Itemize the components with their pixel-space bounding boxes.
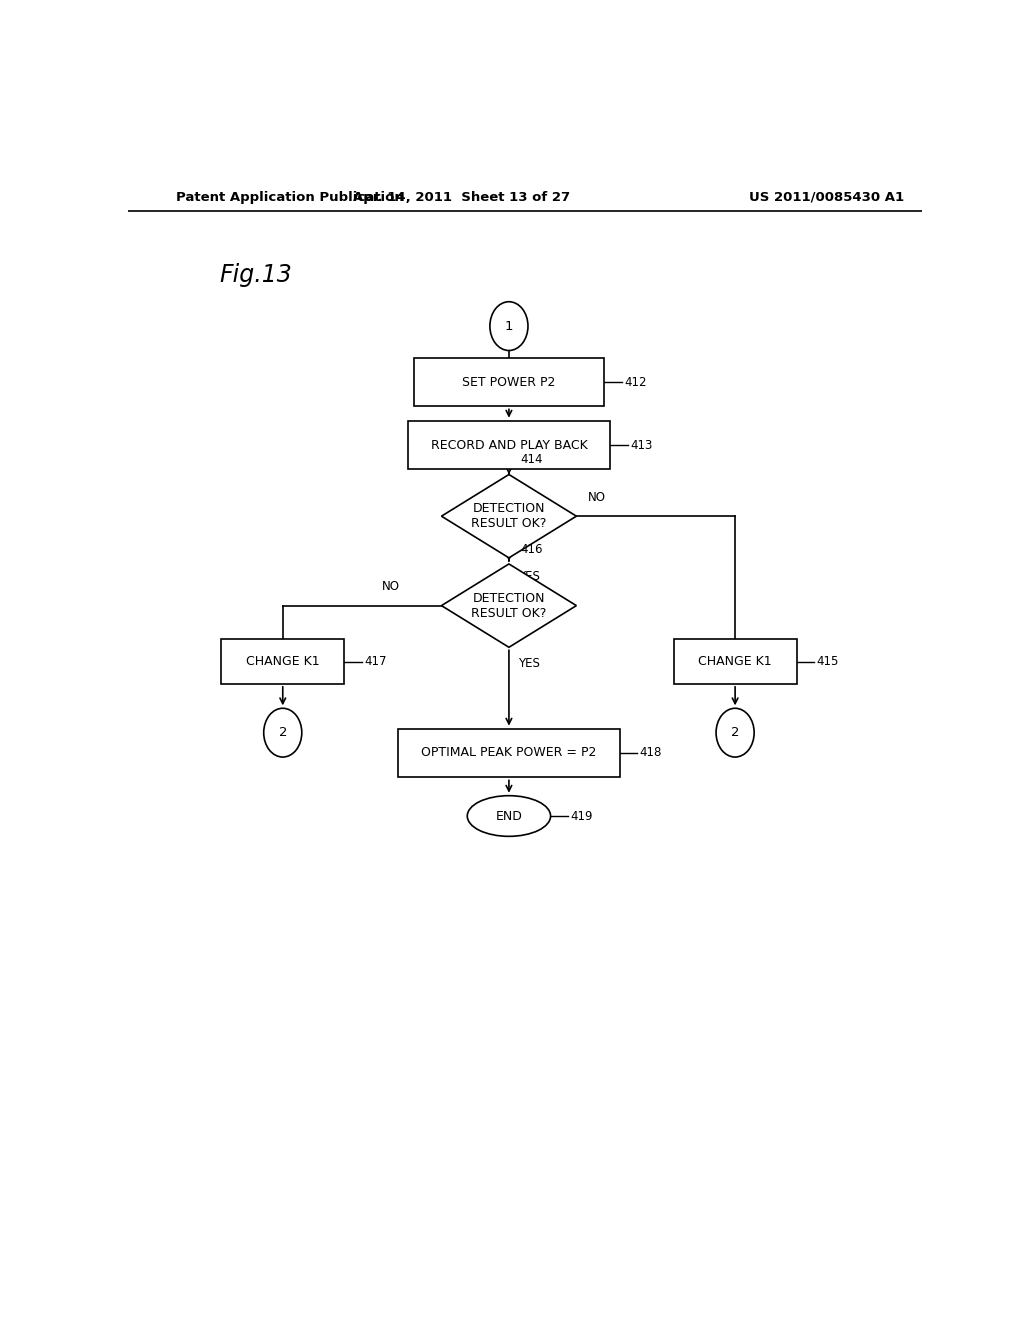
Text: 413: 413 bbox=[630, 438, 652, 451]
Text: END: END bbox=[496, 809, 522, 822]
Circle shape bbox=[716, 709, 754, 758]
Text: DETECTION
RESULT OK?: DETECTION RESULT OK? bbox=[471, 502, 547, 531]
FancyBboxPatch shape bbox=[674, 639, 797, 684]
Text: CHANGE K1: CHANGE K1 bbox=[246, 655, 319, 668]
Text: NO: NO bbox=[588, 491, 606, 504]
Text: 419: 419 bbox=[570, 809, 593, 822]
Text: 414: 414 bbox=[521, 453, 544, 466]
Text: NO: NO bbox=[382, 581, 400, 594]
Text: Patent Application Publication: Patent Application Publication bbox=[176, 190, 403, 203]
Text: YES: YES bbox=[518, 657, 541, 671]
Text: 412: 412 bbox=[624, 375, 646, 388]
Polygon shape bbox=[441, 474, 577, 558]
Circle shape bbox=[489, 302, 528, 351]
Text: 418: 418 bbox=[640, 747, 663, 759]
FancyBboxPatch shape bbox=[397, 729, 620, 777]
Text: 415: 415 bbox=[816, 655, 839, 668]
Text: 1: 1 bbox=[505, 319, 513, 333]
Text: SET POWER P2: SET POWER P2 bbox=[462, 375, 556, 388]
FancyBboxPatch shape bbox=[408, 421, 610, 470]
Text: 416: 416 bbox=[521, 543, 544, 556]
Text: 2: 2 bbox=[731, 726, 739, 739]
Text: RECORD AND PLAY BACK: RECORD AND PLAY BACK bbox=[430, 438, 588, 451]
FancyBboxPatch shape bbox=[414, 358, 604, 407]
Polygon shape bbox=[441, 564, 577, 647]
Text: DETECTION
RESULT OK?: DETECTION RESULT OK? bbox=[471, 591, 547, 619]
Text: US 2011/0085430 A1: US 2011/0085430 A1 bbox=[749, 190, 904, 203]
Text: Apr. 14, 2011  Sheet 13 of 27: Apr. 14, 2011 Sheet 13 of 27 bbox=[352, 190, 570, 203]
Text: CHANGE K1: CHANGE K1 bbox=[698, 655, 772, 668]
Text: OPTIMAL PEAK POWER = P2: OPTIMAL PEAK POWER = P2 bbox=[421, 747, 597, 759]
Text: Fig.13: Fig.13 bbox=[219, 263, 292, 288]
Circle shape bbox=[264, 709, 302, 758]
Ellipse shape bbox=[467, 796, 551, 837]
Text: 2: 2 bbox=[279, 726, 287, 739]
Text: YES: YES bbox=[518, 570, 541, 583]
FancyBboxPatch shape bbox=[221, 639, 344, 684]
Text: 417: 417 bbox=[365, 655, 387, 668]
